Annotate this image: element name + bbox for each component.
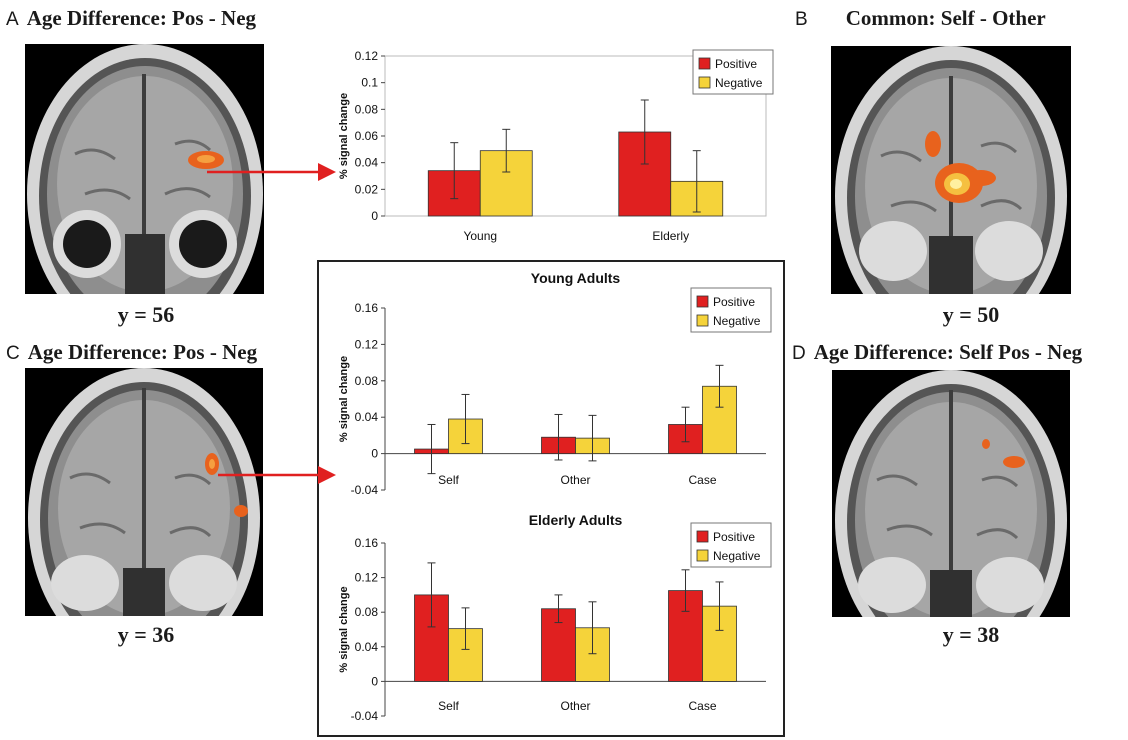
- panel-b-letter: B: [795, 9, 808, 30]
- y-tick-label: 0.12: [355, 571, 379, 585]
- legend-swatch: [698, 57, 711, 70]
- panel-a-letter: A: [6, 9, 19, 30]
- error-bar-negative-elderly: [692, 150, 701, 213]
- legend-swatch: [696, 295, 709, 308]
- legend-label: Negative: [713, 549, 761, 563]
- chart-age-difference: % signal change 0 0.02 0.04 0.06 0.08 0.1 0.12 Y…: [338, 49, 774, 243]
- error-bar-negative-self: [461, 607, 470, 650]
- y-tick-label: 0.02: [355, 182, 379, 196]
- x-tick-label: Case: [688, 473, 716, 487]
- legend-swatch: [696, 314, 709, 327]
- error-bar-negative-self: [461, 393, 470, 445]
- y-tick-label: -0.04: [351, 709, 379, 723]
- panel-a-heading: A Age Difference: Pos - Neg: [6, 6, 256, 31]
- x-tick-label: Elderly: [652, 229, 689, 243]
- y-tick-label: 0: [371, 209, 378, 223]
- brain-scan-d: [832, 370, 1070, 617]
- panel-d-letter: D: [792, 343, 806, 364]
- x-tick-label: Self: [438, 473, 459, 487]
- panel-d-title: Age Difference: Self Pos - Neg: [813, 340, 1083, 364]
- legend-swatch: [696, 530, 709, 543]
- brain-scan-b: [831, 46, 1071, 294]
- brain-scan-c-image: [25, 368, 263, 616]
- x-tick-label: Other: [560, 699, 590, 713]
- legend: Positive Negative: [690, 522, 772, 568]
- panel-b-coordinate: y = 50: [942, 302, 1000, 327]
- legend-label: Positive: [713, 530, 755, 544]
- error-bar-positive-other: [554, 413, 563, 461]
- y-tick-label: 0.04: [355, 410, 379, 424]
- legend-label: Negative: [713, 314, 761, 328]
- y-tick-label: -0.04: [351, 483, 379, 497]
- x-tick-label: Self: [438, 699, 459, 713]
- y-tick-label: 0.08: [355, 102, 379, 116]
- error-bar-negative-case: [715, 581, 724, 631]
- error-bar-positive-case: [681, 406, 690, 443]
- panel-b-heading: B Common: Self - Other: [795, 6, 1046, 31]
- y-tick-label: 0.1: [361, 76, 378, 90]
- error-bar-positive-case: [681, 569, 690, 612]
- y-tick-label: 0.12: [355, 337, 379, 351]
- error-bar-negative-case: [715, 364, 724, 408]
- y-tick-label: 0.04: [355, 156, 379, 170]
- y-tick-label: 0.16: [355, 536, 379, 550]
- y-tick-label: 0: [371, 674, 378, 688]
- chart-young-adults: Young Adults % signal change -0.04 0 0.04 0.0…: [338, 270, 772, 497]
- panel-d-coordinate: y = 38: [942, 622, 1000, 647]
- young-elderly-chart-box: [317, 260, 785, 737]
- legend-label: Positive: [713, 295, 755, 309]
- legend: Positive Negative: [692, 49, 774, 95]
- panel-d-heading: D Age Difference: Self Pos - Neg: [792, 340, 1082, 365]
- error-bar-negative-other: [588, 414, 597, 462]
- chart-title: Elderly Adults: [529, 512, 623, 528]
- error-bar-positive-young: [450, 142, 459, 200]
- legend-swatch: [696, 549, 709, 562]
- legend: Positive Negative: [690, 287, 772, 333]
- panel-a-title: Age Difference: Pos - Neg: [26, 6, 257, 30]
- brain-scan-c: [25, 368, 263, 616]
- brain-scan-a: [25, 44, 264, 294]
- error-bar-positive-other: [554, 594, 563, 624]
- x-tick-label: Young: [463, 229, 497, 243]
- error-bar-positive-self: [427, 423, 436, 475]
- y-tick-label: 0.16: [355, 301, 379, 315]
- error-bar-positive-self: [427, 562, 436, 628]
- y-tick-label: 0: [371, 447, 378, 461]
- chart-elderly-adults: Elderly Adults % signal change -0.04 0 0.04 0…: [338, 512, 772, 723]
- y-tick-label: 0.06: [355, 129, 379, 143]
- panel-b-title: Common: Self - Other: [845, 6, 1046, 30]
- panel-c-title: Age Difference: Pos - Neg: [27, 340, 258, 364]
- y-axis-label: % signal change: [338, 586, 350, 672]
- legend-swatch: [698, 76, 711, 89]
- y-axis-label: % signal change: [338, 356, 350, 442]
- panel-a-coordinate: y = 56: [117, 302, 175, 327]
- panel-c-coordinate: y = 36: [117, 622, 175, 647]
- y-tick-label: 0.12: [355, 49, 379, 63]
- x-tick-label: Other: [560, 473, 590, 487]
- brain-scan-a-image: [25, 44, 264, 294]
- brain-scan-d-image: [832, 370, 1070, 617]
- panel-c-letter: C: [6, 343, 20, 364]
- chart-title: Young Adults: [531, 270, 621, 286]
- x-tick-label: Case: [688, 699, 716, 713]
- error-bar-positive-elderly: [640, 99, 649, 165]
- legend-label: Positive: [715, 57, 757, 71]
- error-bar-negative-other: [588, 601, 597, 655]
- y-tick-label: 0.04: [355, 640, 379, 654]
- y-tick-label: 0.08: [355, 605, 379, 619]
- error-bar-negative-young: [502, 128, 511, 173]
- brain-scan-b-image: [831, 46, 1071, 294]
- panel-c-heading: C Age Difference: Pos - Neg: [6, 340, 257, 365]
- y-axis-label: % signal change: [338, 93, 350, 179]
- legend-label: Negative: [715, 76, 763, 90]
- y-tick-label: 0.08: [355, 374, 379, 388]
